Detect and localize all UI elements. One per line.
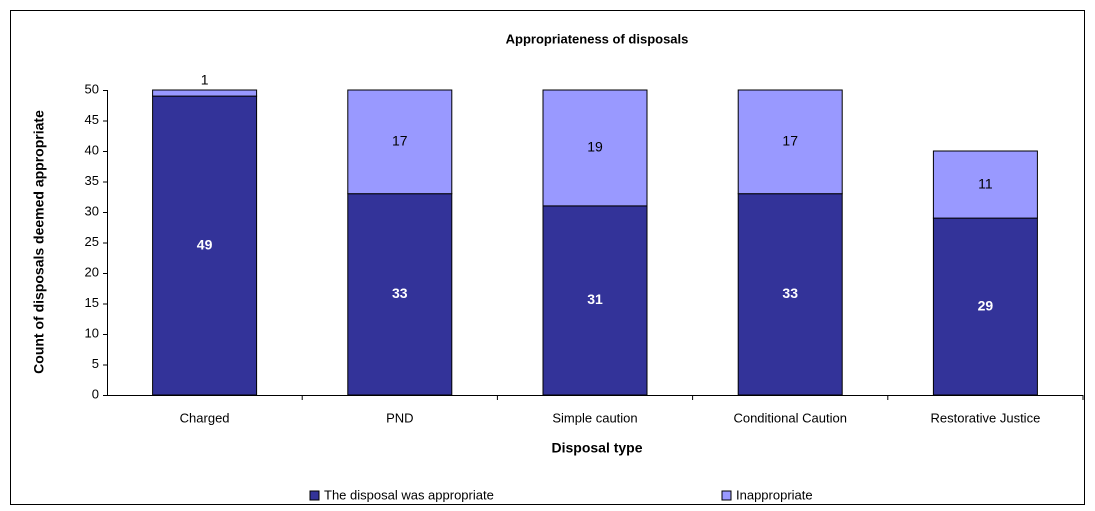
y-tick-label: 10 (85, 325, 99, 340)
bar-segment (347, 89, 453, 195)
bar-segment (542, 205, 648, 396)
legend-swatch (309, 490, 320, 501)
data-label: 19 (587, 139, 603, 155)
chart-title: Appropriateness of disposals (506, 31, 689, 46)
x-tick-label: Conditional Caution (733, 410, 846, 425)
bar-segment (542, 89, 648, 207)
y-tick-label: 5 (92, 356, 99, 371)
bar-segment (932, 150, 1038, 219)
data-label: 29 (978, 297, 994, 313)
data-label: 17 (392, 133, 408, 149)
x-tick-label: Restorative Justice (930, 410, 1040, 425)
x-tick-label: PND (386, 410, 413, 425)
y-tick-label: 30 (85, 203, 99, 218)
bar-segment (152, 89, 258, 97)
data-label: 17 (782, 133, 798, 149)
data-label: 33 (782, 285, 798, 301)
legend-swatch (721, 490, 732, 501)
data-label: 33 (392, 285, 408, 301)
data-label: 1 (201, 72, 209, 88)
y-tick-label: 20 (85, 264, 99, 279)
y-tick-label: 35 (85, 173, 99, 188)
y-tick-label: 15 (85, 295, 99, 310)
x-tick-label: Charged (180, 410, 230, 425)
y-tick-label: 40 (85, 142, 99, 157)
legend-label: The disposal was appropriate (324, 487, 494, 502)
y-tick-label: 45 (85, 112, 99, 127)
y-tick-label: 25 (85, 234, 99, 249)
data-label: 31 (587, 291, 603, 307)
bar-segment (347, 193, 453, 396)
data-label: 11 (978, 175, 993, 191)
y-axis-label: Count of disposals deemed appropriate (31, 110, 47, 374)
bar-segment (152, 95, 258, 396)
bar-segment (737, 89, 843, 195)
y-tick-label: 0 (92, 386, 99, 401)
bar-segment (932, 217, 1038, 396)
legend-label: Inappropriate (736, 487, 813, 502)
x-axis-label: Disposal type (551, 440, 642, 456)
data-label: 49 (197, 236, 213, 252)
y-tick-label: 50 (85, 81, 99, 96)
x-tick-label: Simple caution (552, 410, 637, 425)
